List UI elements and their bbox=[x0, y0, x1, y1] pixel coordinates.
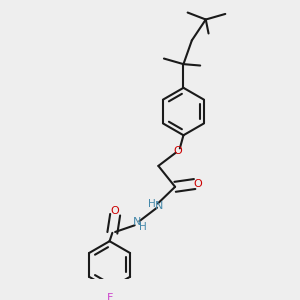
Text: F: F bbox=[106, 293, 113, 300]
Text: O: O bbox=[193, 179, 202, 189]
Text: H: H bbox=[148, 199, 156, 209]
Text: H: H bbox=[139, 222, 146, 232]
Text: O: O bbox=[173, 146, 182, 156]
Text: O: O bbox=[111, 206, 119, 216]
Text: N: N bbox=[155, 201, 164, 211]
Text: N: N bbox=[132, 217, 141, 227]
